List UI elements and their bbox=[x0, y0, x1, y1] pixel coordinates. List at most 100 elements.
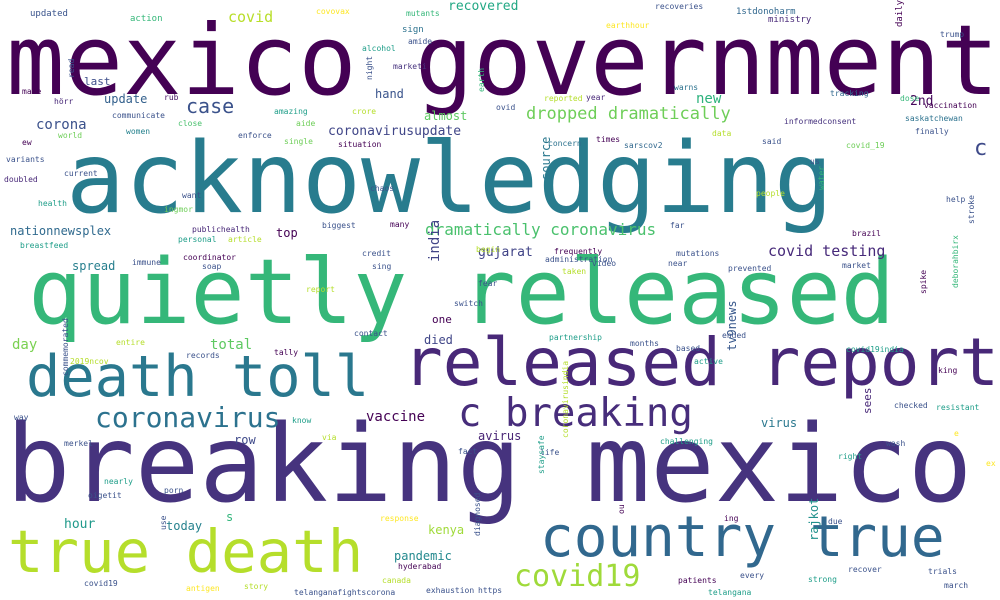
cloud-word: water bbox=[817, 165, 826, 190]
cloud-word: covid19 bbox=[514, 559, 641, 594]
cloud-word: recovered bbox=[448, 0, 519, 14]
cloud-word: gujarat bbox=[478, 245, 533, 260]
cloud-word: challenging bbox=[660, 437, 713, 446]
cloud-word: sees bbox=[861, 387, 874, 415]
cloud-word: country true bbox=[540, 505, 945, 570]
cloud-word: update bbox=[104, 92, 148, 106]
cloud-word: women bbox=[126, 127, 151, 136]
cloud-word: canada bbox=[382, 576, 411, 585]
cloud-word: tv9news bbox=[725, 300, 739, 351]
cloud-word: far bbox=[670, 221, 685, 230]
cloud-word: made bbox=[22, 87, 42, 96]
cloud-word: report bbox=[306, 285, 335, 294]
cloud-word: corona bbox=[36, 117, 87, 133]
cloud-word: dose bbox=[900, 94, 920, 103]
cloud-word: response bbox=[380, 514, 419, 523]
cloud-word: amazing bbox=[274, 107, 308, 116]
cloud-word: people bbox=[756, 189, 785, 198]
cloud-word: avirus bbox=[478, 429, 522, 443]
cloud-word: king bbox=[938, 366, 958, 375]
cloud-word: hand bbox=[375, 87, 404, 101]
cloud-word: said bbox=[762, 137, 782, 146]
cloud-word: new bbox=[696, 91, 722, 107]
cloud-word: tracking bbox=[830, 89, 869, 98]
cloud-word: ou bbox=[617, 504, 626, 514]
cloud-word: covid_19 bbox=[846, 141, 885, 150]
cloud-word: fact bbox=[458, 447, 478, 456]
cloud-word: many bbox=[390, 220, 410, 229]
cloud-word: reported bbox=[544, 94, 583, 103]
cloud-word: case bbox=[186, 94, 235, 118]
cloud-word: us bbox=[810, 157, 820, 166]
cloud-word: earthhour bbox=[606, 21, 650, 30]
cloud-word: coordinator bbox=[183, 253, 236, 262]
cloud-word: resistant bbox=[936, 403, 980, 412]
cloud-word: administration bbox=[545, 255, 613, 264]
cloud-word: sarscov2 bbox=[624, 141, 663, 150]
cloud-word: market bbox=[842, 261, 871, 270]
cloud-word: use bbox=[159, 515, 168, 530]
cloud-word: https bbox=[478, 586, 503, 595]
cloud-word: trump bbox=[940, 30, 965, 39]
cloud-word: one bbox=[432, 313, 452, 326]
cloud-word: updated bbox=[30, 9, 68, 19]
cloud-word: way bbox=[14, 413, 29, 422]
cloud-word: rub bbox=[164, 93, 179, 102]
cloud-word: coronavirusupdate bbox=[328, 124, 462, 139]
cloud-word: oigetit bbox=[88, 491, 122, 500]
cloud-word: fear bbox=[478, 279, 498, 288]
cloud-word: nearly bbox=[104, 477, 133, 486]
cloud-word: covovax bbox=[316, 7, 350, 16]
cloud-word: kenya bbox=[428, 523, 465, 537]
cloud-word: 2019ncov bbox=[70, 357, 109, 366]
cloud-word: variants bbox=[6, 155, 45, 164]
cloud-word: quietly released bbox=[28, 240, 895, 345]
cloud-word: daily bbox=[895, 0, 905, 28]
cloud-word: covid19india bbox=[846, 345, 904, 354]
cloud-word: taken bbox=[562, 267, 587, 276]
cloud-word: begin bbox=[476, 245, 501, 254]
cloud-word: brazil bbox=[852, 229, 881, 238]
cloud-word: data bbox=[712, 129, 732, 138]
cloud-word: world bbox=[58, 131, 83, 140]
cloud-word: life bbox=[540, 448, 560, 457]
cloud-word: near bbox=[668, 259, 688, 268]
cloud-word: personal bbox=[178, 235, 217, 244]
cloud-word: patients bbox=[678, 576, 717, 585]
cloud-word: breastfeed bbox=[20, 241, 69, 250]
cloud-word: current bbox=[64, 169, 98, 178]
cloud-word: s bbox=[226, 510, 234, 524]
cloud-word: chaos bbox=[370, 184, 395, 193]
cloud-word: antigen bbox=[186, 584, 220, 593]
cloud-word: aide bbox=[296, 119, 316, 128]
cloud-word: spike bbox=[919, 269, 928, 294]
cloud-word: died bbox=[424, 333, 453, 347]
cloud-word: recover bbox=[848, 565, 882, 574]
cloud-word: due bbox=[828, 517, 843, 526]
cloud-word: every bbox=[740, 571, 765, 580]
cloud-word: rajkot bbox=[807, 497, 821, 541]
cloud-word: know bbox=[292, 416, 312, 425]
cloud-word: warns bbox=[674, 83, 699, 92]
cloud-word: entire bbox=[116, 338, 145, 347]
cloud-word: checked bbox=[894, 401, 928, 410]
cloud-word: crore bbox=[352, 107, 377, 116]
cloud-word: close bbox=[178, 119, 203, 128]
cloud-word: today bbox=[166, 519, 203, 533]
cloud-word: almost bbox=[424, 109, 468, 123]
cloud-word: sing bbox=[372, 262, 392, 271]
cloud-word: released report bbox=[402, 324, 999, 401]
cloud-word: health bbox=[38, 199, 67, 208]
cloud-word: vaccine bbox=[366, 409, 426, 425]
cloud-word: article bbox=[228, 235, 262, 244]
cloud-word: credit bbox=[362, 249, 391, 258]
cloud-word: acknowledging bbox=[66, 122, 834, 236]
cloud-word: enforce bbox=[238, 131, 272, 140]
cloud-word: switch bbox=[454, 299, 483, 308]
cloud-word: coronavirusindia bbox=[561, 360, 570, 438]
cloud-word: c bbox=[974, 136, 988, 161]
cloud-word: right bbox=[838, 452, 863, 461]
cloud-word: earth bbox=[477, 67, 486, 92]
cloud-word: ministry bbox=[768, 15, 812, 25]
cloud-word: diagnosed bbox=[473, 492, 482, 536]
